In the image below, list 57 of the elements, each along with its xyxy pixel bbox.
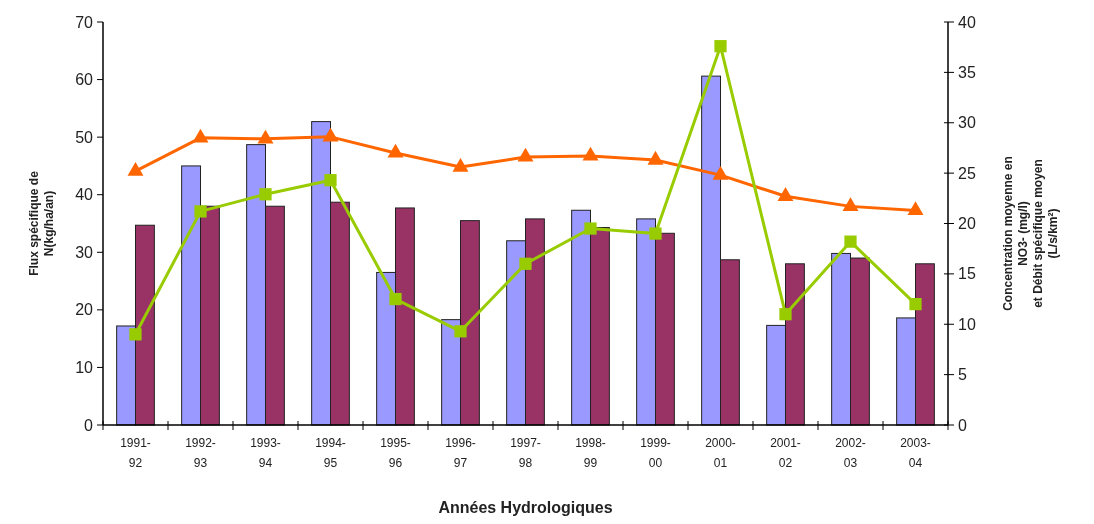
point — [452, 157, 469, 172]
y2-tick-label: 40 — [958, 13, 976, 31]
x-tick-label: 2000- 01 — [705, 436, 736, 470]
y-tick-label: 10 — [75, 359, 94, 377]
point — [257, 129, 274, 144]
point — [389, 292, 402, 306]
y-tick-label: 20 — [75, 301, 94, 319]
point — [909, 297, 922, 311]
y2-tick-label: 20 — [958, 215, 976, 233]
point — [454, 325, 467, 338]
point — [129, 328, 142, 341]
point — [712, 165, 729, 180]
x-tick-label: 2003- 04 — [900, 436, 931, 470]
x-tick-label: 2001- 02 — [770, 436, 801, 470]
point — [322, 127, 339, 142]
x-tick-label: 1997- 98 — [510, 436, 541, 470]
y2-tick-label: 5 — [958, 366, 967, 384]
point — [517, 147, 534, 162]
point — [127, 161, 144, 176]
x-tick-label: 1996- 97 — [445, 436, 476, 470]
x-tick-label: 1998- 99 — [575, 436, 606, 470]
y-tick-label: 40 — [75, 186, 94, 204]
point — [907, 201, 924, 215]
y-axis-title: Flux spécifique de N(kg/ha/an) — [27, 170, 56, 276]
y-tick-label: 30 — [75, 243, 94, 261]
y2-tick-label: 30 — [958, 114, 976, 132]
y-tick-label: 50 — [75, 128, 94, 146]
y-tick-label: 0 — [84, 416, 94, 434]
y2-tick-label: 25 — [958, 164, 976, 182]
point — [194, 205, 207, 218]
point — [777, 187, 794, 201]
y2-tick-label: 0 — [958, 416, 967, 434]
x-tick-label: 1993- 94 — [250, 436, 281, 470]
point — [582, 146, 599, 161]
point — [584, 222, 597, 235]
point — [647, 150, 664, 165]
x-tick-label: 1995- 96 — [380, 436, 411, 470]
point — [192, 128, 209, 143]
x-tick-label: 1992- 93 — [185, 436, 216, 470]
point — [387, 143, 404, 158]
y2-tick-label: 15 — [958, 265, 976, 283]
x-axis-title: Années Hydrologiques — [438, 499, 613, 516]
y-tick-label: 60 — [75, 71, 94, 89]
point — [842, 197, 859, 211]
point — [844, 235, 857, 248]
y2-axis-title: Concentration moyenne en NO3- (mg/l) et Débit spécifique moyen (L/s/km²) — [1001, 156, 1060, 311]
x-tick-label: 1991- 92 — [120, 436, 151, 470]
point — [519, 257, 532, 270]
x-tick-label: 2002- 03 — [835, 436, 866, 470]
point — [649, 227, 662, 240]
x-tick-label: 1999- 00 — [640, 436, 671, 470]
point — [259, 188, 272, 201]
y2-tick-label: 10 — [958, 315, 976, 333]
point — [779, 308, 792, 321]
x-tick-label: 1994- 95 — [315, 436, 346, 470]
y-tick-label: 70 — [75, 13, 94, 31]
y2-tick-label: 35 — [958, 63, 976, 81]
